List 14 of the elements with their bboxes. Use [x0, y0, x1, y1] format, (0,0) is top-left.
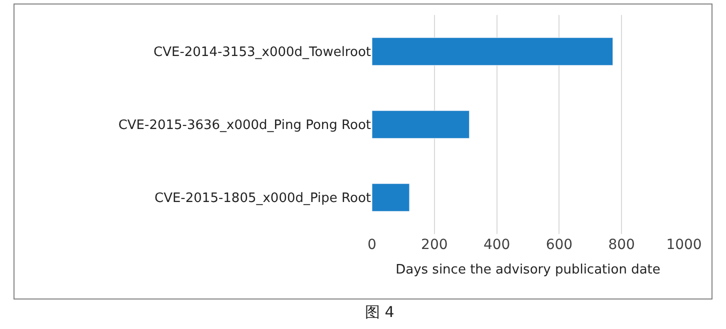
x-tick-label: 1000 [666, 237, 702, 253]
bar [372, 110, 470, 139]
x-tick-label: 200 [421, 237, 448, 253]
bar [372, 37, 614, 66]
x-axis-title: Days since the advisory publication date [396, 262, 660, 278]
y-tick-label: CVE-2014-3153_x000d_Towelroot [154, 45, 371, 60]
y-tick-label: CVE-2015-3636_x000d_Ping Pong Root [118, 118, 371, 134]
y-tick-label: CVE-2015-1805_x000d_Pipe Root [154, 191, 371, 206]
x-tick-label: 0 [368, 237, 376, 253]
caption: 图 4 [365, 303, 394, 321]
bar [372, 183, 410, 212]
x-tick-label: 400 [483, 237, 510, 253]
x-tick-label: 800 [608, 237, 635, 253]
x-tick-label: 600 [546, 237, 573, 253]
